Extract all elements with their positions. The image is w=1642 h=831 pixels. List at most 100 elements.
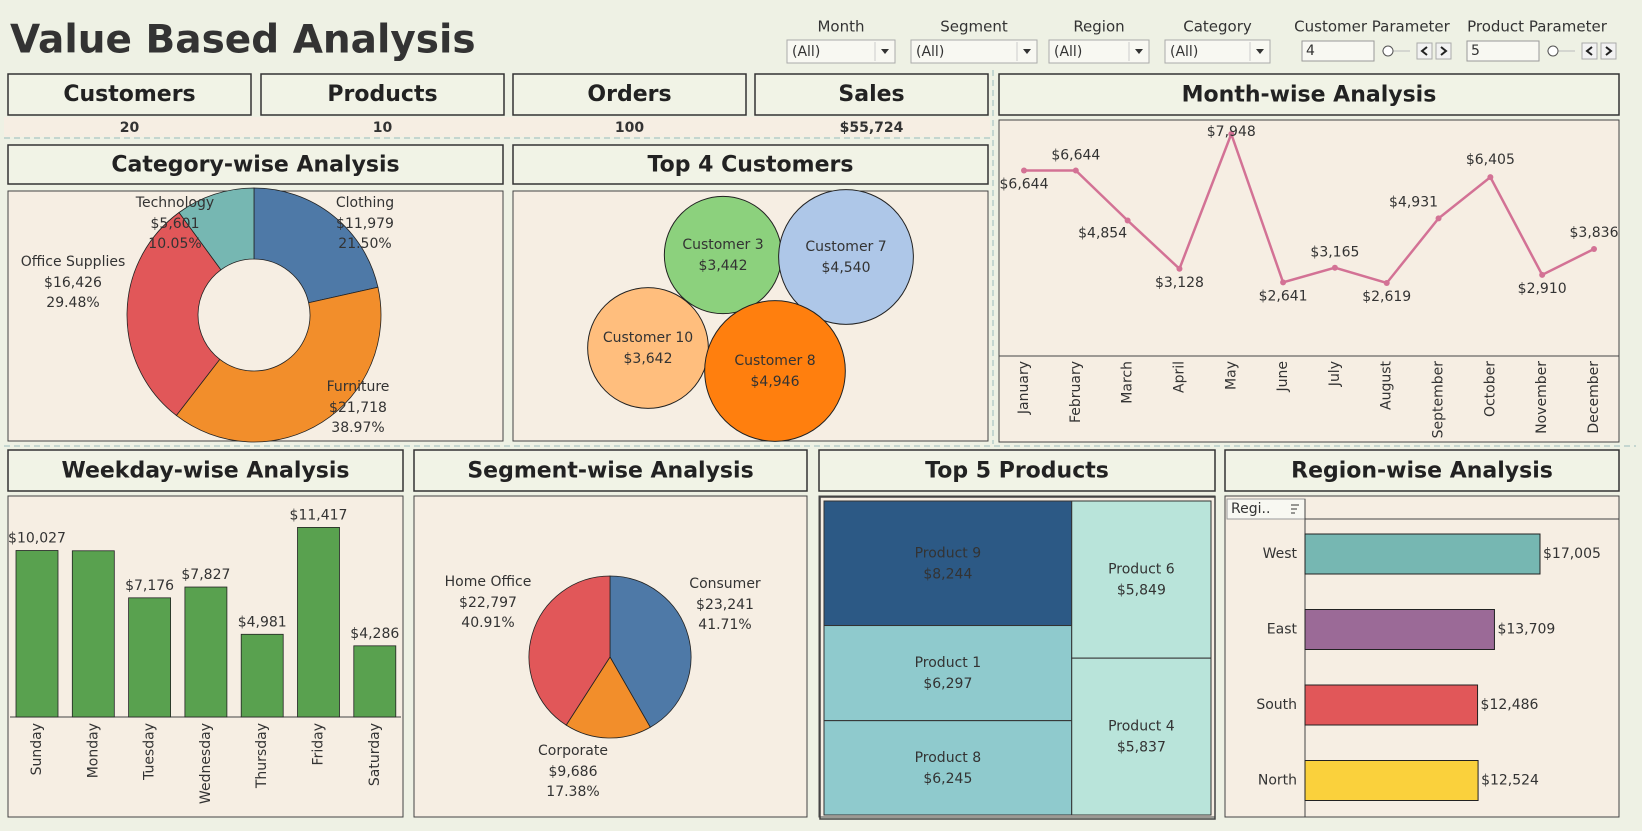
panel-body bbox=[998, 119, 1620, 443]
pie-slice bbox=[178, 187, 255, 271]
parameter-value: 4 bbox=[1306, 43, 1315, 59]
point-label: $2,910 bbox=[1518, 281, 1567, 297]
point-label: $7,948 bbox=[1207, 124, 1256, 140]
panel-title: Weekday-wise Analysis bbox=[61, 459, 349, 484]
slice-value: $23,241 bbox=[696, 597, 754, 613]
pie-slice bbox=[126, 211, 222, 417]
point-label: $6,644 bbox=[1051, 147, 1100, 163]
slider-thumb[interactable] bbox=[1547, 45, 1559, 57]
kpi-value: 20 bbox=[120, 120, 140, 136]
slice-percent: 21.50% bbox=[338, 236, 391, 252]
x-tick-label: September bbox=[1431, 361, 1447, 439]
y-tick-label: South bbox=[1256, 697, 1297, 713]
filter-label: Segment bbox=[940, 18, 1008, 36]
bar-label: $10,027 bbox=[8, 531, 66, 547]
point bbox=[1435, 215, 1442, 222]
filter-value: (All) bbox=[1054, 44, 1082, 60]
slice-label: Consumer bbox=[689, 576, 761, 592]
parameter-label: Customer Parameter bbox=[1294, 18, 1451, 36]
x-tick-label: April bbox=[1171, 361, 1187, 393]
cell-label: Product 9 bbox=[915, 545, 982, 561]
panel-title: Month-wise Analysis bbox=[1182, 83, 1437, 108]
bubble-value: $4,540 bbox=[822, 260, 871, 276]
bar-label: $17,005 bbox=[1543, 546, 1601, 562]
bar bbox=[128, 597, 172, 718]
cell-label: Product 1 bbox=[915, 655, 982, 671]
x-tick-label: August bbox=[1379, 360, 1395, 410]
slider-thumb[interactable] bbox=[1382, 45, 1394, 57]
panel-title: Region-wise Analysis bbox=[1291, 459, 1553, 484]
point-label: $3,128 bbox=[1155, 275, 1204, 291]
bubble-label: Customer 3 bbox=[682, 237, 763, 253]
x-tick-label: Sunday bbox=[29, 723, 45, 775]
kpi-value: 100 bbox=[615, 120, 644, 136]
point bbox=[1591, 245, 1597, 252]
x-tick-label: Monday bbox=[85, 723, 101, 778]
cell-value: $6,245 bbox=[923, 771, 972, 787]
x-tick-label: Saturday bbox=[367, 723, 383, 786]
step-button[interactable] bbox=[1416, 42, 1433, 60]
parameter-value: 5 bbox=[1471, 43, 1480, 59]
filter-label: Category bbox=[1183, 18, 1252, 36]
filter-dropdown[interactable] bbox=[786, 39, 896, 64]
panel-title: Top 4 Customers bbox=[648, 153, 854, 178]
bar bbox=[71, 550, 115, 718]
treemap-cell bbox=[823, 500, 1073, 627]
slice-percent: 41.71% bbox=[698, 617, 751, 633]
bar-label: $12,486 bbox=[1481, 697, 1539, 713]
filter-label: Month bbox=[817, 18, 864, 36]
parameter-input[interactable] bbox=[1466, 40, 1540, 62]
filter-dropdown[interactable] bbox=[1164, 39, 1271, 64]
slice-label: Office Supplies bbox=[21, 254, 126, 270]
bubble-value: $3,442 bbox=[699, 258, 748, 274]
dropdown-arrow bbox=[1135, 49, 1143, 54]
kpi-label: Customers bbox=[63, 82, 195, 107]
chevron bbox=[1420, 46, 1428, 56]
bubble bbox=[778, 189, 914, 325]
filter-value: (All) bbox=[1170, 44, 1198, 60]
point-label: $6,405 bbox=[1466, 152, 1515, 168]
y-header: Regi.. bbox=[1231, 501, 1270, 517]
dropdown-arrow bbox=[881, 49, 889, 54]
bubble-value: $3,642 bbox=[624, 351, 673, 367]
bar bbox=[353, 645, 397, 718]
x-tick-label: Wednesday bbox=[198, 723, 214, 804]
panel-title-box bbox=[998, 73, 1620, 116]
slice-value: $5,601 bbox=[151, 216, 200, 232]
parameter-input[interactable] bbox=[1301, 40, 1375, 62]
cell-label: Product 4 bbox=[1108, 719, 1175, 735]
bubble bbox=[704, 300, 846, 442]
slice-value: $9,686 bbox=[549, 764, 598, 780]
bar bbox=[1304, 609, 1495, 650]
bubble-value: $4,946 bbox=[751, 374, 800, 390]
slice-value: $21,718 bbox=[329, 400, 387, 416]
x-tick-label: May bbox=[1223, 361, 1239, 390]
bar-label: $7,176 bbox=[125, 578, 174, 594]
bar-label: $13,709 bbox=[1497, 622, 1555, 638]
bar-label: $7,827 bbox=[181, 567, 230, 583]
panel-title-box bbox=[512, 144, 989, 185]
point-label: $3,165 bbox=[1310, 245, 1359, 261]
bar bbox=[15, 550, 59, 718]
bar-label: $12,524 bbox=[1481, 773, 1539, 789]
bar bbox=[1304, 760, 1479, 801]
filter-dropdown[interactable] bbox=[1048, 39, 1150, 64]
x-tick-label: March bbox=[1120, 361, 1136, 404]
treemap-cell bbox=[1071, 657, 1212, 816]
x-tick-label: Friday bbox=[311, 723, 327, 765]
step-button[interactable] bbox=[1600, 42, 1617, 60]
filter-dropdown[interactable] bbox=[910, 39, 1038, 64]
step-button[interactable] bbox=[1435, 42, 1452, 60]
point-label: $2,641 bbox=[1259, 288, 1308, 304]
kpi-label: Products bbox=[327, 82, 437, 107]
x-tick-label: November bbox=[1534, 361, 1550, 434]
point-label: $2,619 bbox=[1362, 289, 1411, 305]
step-button[interactable] bbox=[1581, 42, 1598, 60]
point bbox=[1072, 167, 1079, 174]
bubble-label: Customer 7 bbox=[805, 239, 886, 255]
bar bbox=[1304, 684, 1479, 726]
kpi-strip bbox=[4, 117, 990, 137]
slice-label: Clothing bbox=[336, 195, 394, 211]
